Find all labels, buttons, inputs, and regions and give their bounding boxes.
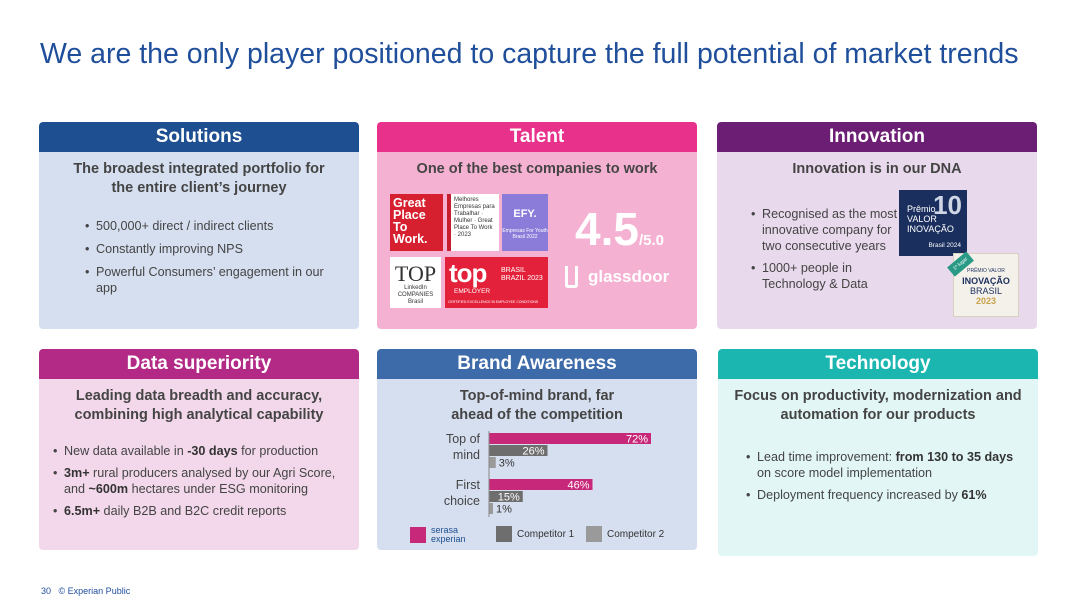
- badge-line: PRÊMIO VALOR: [967, 268, 1005, 274]
- badge-number: 10: [933, 190, 962, 220]
- badge-year: Brasil 2024: [928, 242, 961, 249]
- data-superiority-card: Data superiority Leading data breadth an…: [39, 349, 359, 550]
- great-place-to-work-logo: Great Place To Work.: [390, 194, 443, 251]
- legend-swatch: [410, 527, 426, 543]
- efy-small: Empresas For Youth Brasil 2022: [502, 228, 548, 240]
- talent-header: Talent: [377, 122, 697, 152]
- list-item: New data available in -30 days for produ…: [53, 443, 354, 459]
- top-employer-em: EMPLOYER: [454, 288, 491, 295]
- top-employer-logo: top EMPLOYER BRASIL BRAZIL 2023 CERTIFIE…: [445, 257, 548, 308]
- innovation-subtitle: Innovation is in our DNA: [792, 161, 962, 177]
- top-companies-label: TOP: [394, 261, 437, 286]
- bar-competitor-2: [489, 457, 496, 468]
- badge-year: 2023: [975, 296, 997, 306]
- brand-awareness-chart: Top of mind 72% 26% 3% First choice 46% 15%1%: [444, 431, 651, 517]
- solutions-subtitle: The broadest integrated portfolio for th…: [73, 161, 325, 196]
- badge-line: BRASIL: [969, 286, 1002, 296]
- innovation-card: Innovation Innovation is in our DNA Reco…: [717, 122, 1037, 329]
- serasa-experian-logo: serasa experian: [431, 525, 466, 544]
- glassdoor-icon: [565, 266, 578, 288]
- glassdoor-rating: 4.5/5.0: [575, 206, 664, 264]
- bar-competitor-1: [489, 491, 523, 502]
- gptw-women-award-logo: Melhores Empresas para Trabalhar · Mulhe…: [447, 194, 499, 251]
- list-item: 3m+ rural producers analysed by our Agri…: [53, 465, 354, 497]
- footer-text: © Experian Public: [58, 586, 131, 596]
- list-item: Lead time improvement: from 130 to 35 da…: [746, 449, 1022, 481]
- innovation-header: Innovation: [717, 122, 1037, 152]
- legend-competitor-1: Competitor 1: [496, 526, 574, 542]
- list-item: Deployment frequency increased by 61%: [746, 487, 1022, 503]
- glassdoor-label: glassdoor: [588, 267, 670, 286]
- data-label: 72%: [626, 434, 648, 446]
- category-label: First choice: [444, 478, 481, 508]
- list-item: Constantly improving NPS: [85, 241, 336, 257]
- bar-competitor-2: [489, 503, 493, 514]
- top-employer-cert: CERTIFIED EXCELLENCE IN EMPLOYEE CONDITI…: [448, 300, 539, 304]
- talent-card: Talent One of the best companies to work…: [377, 122, 697, 329]
- valor-inovacao-2024-badge: Prêmio VALOR INOVAÇÃO 10 Brasil 2024: [899, 190, 967, 256]
- rating-value: 4.5: [575, 203, 639, 255]
- technology-list: Lead time improvement: from 130 to 35 da…: [746, 449, 1022, 503]
- data-superiority-list: New data available in -30 days for produ…: [53, 443, 354, 519]
- solutions-card: Solutions The broadest integrated portfo…: [39, 122, 359, 329]
- legend-swatch: [586, 526, 602, 542]
- badge-line: VALOR: [907, 214, 937, 224]
- data-label: 3%: [499, 458, 515, 470]
- legend-swatch: [496, 526, 512, 542]
- glassdoor-logo: glassdoor: [565, 266, 669, 288]
- linkedin-top-companies-logo: TOP LinkedIn COMPANIES Brasil: [390, 257, 441, 308]
- top-companies-small: LinkedIn COMPANIES Brasil: [397, 285, 434, 305]
- badge-line: INOVAÇÃO: [907, 224, 954, 234]
- list-item: Powerful Consumers’ engagement in our ap…: [85, 264, 336, 296]
- bar-serasa-experian: [489, 479, 593, 490]
- brand-awareness-subtitle: Top-of-mind brand, far ahead of the comp…: [451, 388, 623, 423]
- list-item: Recognised as the most innovative compan…: [751, 206, 902, 254]
- efy-award-logo: EFY. Empresas For Youth Brasil 2022: [502, 194, 548, 251]
- data-label: 1%: [496, 504, 512, 516]
- solutions-list: 500,000+ direct / indirect clients Const…: [85, 218, 336, 296]
- list-item: 1000+ people in Technology & Data: [751, 260, 902, 292]
- page-number: 30: [41, 586, 52, 596]
- technology-card: Technology Focus on productivity, modern…: [718, 349, 1038, 556]
- brand-awareness-header: Brand Awareness: [377, 349, 697, 379]
- legend-label: Competitor 2: [607, 528, 665, 540]
- data-label: 26%: [522, 446, 544, 458]
- technology-subtitle: Focus on productivity, modernization and…: [734, 388, 1022, 423]
- talent-subtitle: One of the best companies to work: [416, 161, 658, 177]
- legend-serasa: serasa experian: [410, 526, 477, 544]
- legend-competitor-2: Competitor 2: [586, 526, 664, 542]
- page-title: We are the only player positioned to cap…: [40, 38, 1019, 70]
- solutions-header: Solutions: [39, 122, 359, 152]
- technology-header: Technology: [718, 349, 1038, 379]
- bar-competitor-1: [489, 445, 548, 456]
- category-label: Top of mind: [446, 432, 481, 462]
- brand-awareness-card: Brand Awareness Top-of-mind brand, far a…: [377, 349, 697, 550]
- top-employer-label: top: [449, 258, 487, 288]
- bar-serasa-experian: [489, 433, 651, 444]
- innovation-list: Recognised as the most innovative compan…: [751, 206, 902, 298]
- efy-label: EFY.: [513, 208, 537, 220]
- valor-inovacao-2023-badge: 1º lugar PRÊMIO VALOR INOVAÇÃO BRASIL 20…: [947, 251, 1019, 317]
- data-label: 15%: [498, 492, 520, 504]
- data-label: 46%: [567, 480, 589, 492]
- list-item: 500,000+ direct / indirect clients: [85, 218, 336, 234]
- footer: 30 © Experian Public: [41, 586, 130, 596]
- data-superiority-subtitle: Leading data breadth and accuracy, combi…: [74, 388, 324, 423]
- data-superiority-header: Data superiority: [39, 349, 359, 379]
- top-employer-country: BRASIL BRAZIL 2023: [501, 267, 543, 282]
- list-item: 6.5m+ daily B2B and B2C credit reports: [53, 503, 354, 519]
- badge-line: INOVAÇÃO: [962, 276, 1010, 286]
- legend-label: Competitor 1: [517, 528, 575, 540]
- rating-suffix: /5.0: [638, 232, 664, 249]
- badge-line: Prêmio: [907, 204, 936, 214]
